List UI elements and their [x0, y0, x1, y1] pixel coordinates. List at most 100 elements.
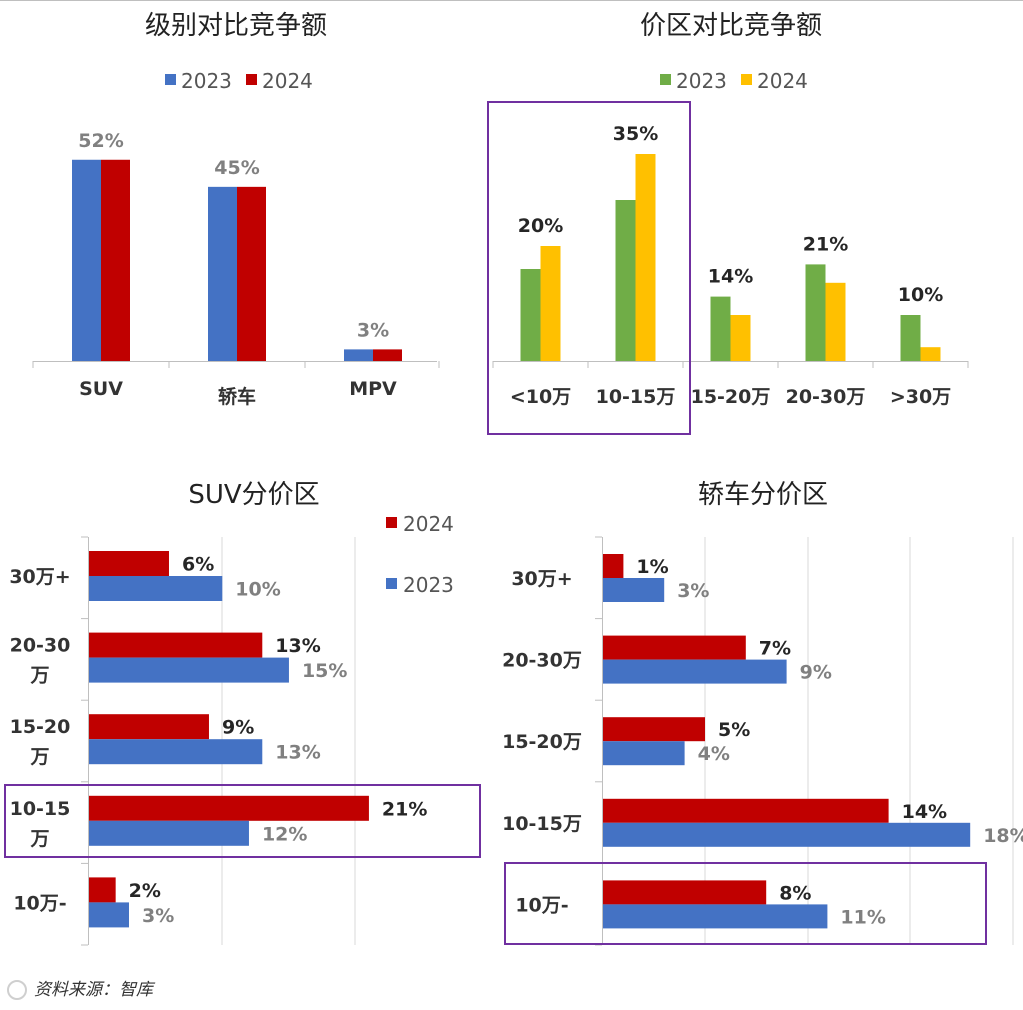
watermark-logo-icon	[7, 980, 27, 1000]
price-category-label: 10-15万	[596, 386, 676, 408]
suv-category-label: 20-30	[10, 635, 71, 657]
sedan-data-label: 1%	[636, 556, 668, 578]
price-chart-title: 价区对比竞争额	[640, 11, 822, 41]
suv-data-label: 2%	[129, 880, 161, 902]
sedan-category-label: 30万+	[511, 568, 572, 590]
sedan-data-label: 3%	[677, 580, 709, 602]
sedan-bar-2023	[603, 578, 665, 602]
price-plot: 20% <10万 35% 10-15万 14% 15-20万 21% 20-30万 10% >30…	[492, 123, 969, 408]
suv-legend-swatch-2023	[386, 578, 397, 589]
sedan-chart-title: 轿车分价区	[698, 480, 828, 510]
price-bar-2023	[615, 200, 636, 361]
price-category-label: >30万	[890, 386, 951, 408]
sedan-bar-2023	[603, 741, 685, 766]
price-data-label: 14%	[708, 266, 753, 288]
sedan-bar-2024	[603, 635, 746, 660]
price-bar-2024	[635, 154, 656, 361]
suv-category-label-line2: 万	[29, 746, 49, 768]
suv-category-label: 30万+	[9, 566, 70, 588]
price-legend-label-2024: 2024	[757, 69, 808, 93]
level-bar-2023	[208, 186, 237, 361]
price-data-label: 10%	[898, 284, 943, 306]
suv-data-label: 21%	[382, 798, 427, 820]
sedan-bar-2024	[603, 717, 705, 742]
suv-bar-2024	[89, 877, 116, 903]
level-legend-swatch-2024	[246, 74, 257, 85]
level-category-label: SUV	[79, 378, 123, 400]
level-data-label: 52%	[78, 130, 123, 152]
price-data-label: 21%	[803, 233, 848, 255]
suv-chart-title: SUV分价区	[188, 480, 319, 510]
suv-bar-2023	[89, 820, 249, 846]
level-legend-label-2024: 2024	[262, 69, 313, 93]
suv-bar-2023	[89, 739, 263, 765]
suv-data-label: 9%	[222, 717, 254, 739]
level-legend: 2023 2024	[165, 69, 313, 93]
price-category-label: 20-30万	[786, 386, 866, 408]
suv-legend-label-2024: 2024	[403, 512, 454, 536]
suv-plot: 6% 10% 30万+ 13% 15% 20-30 万 9% 13% 15-20 万 21% 12% 10…	[9, 536, 427, 946]
sedan-bar-2024	[603, 798, 889, 823]
suv-bar-2024	[89, 714, 209, 740]
sedan-bar-2024	[603, 880, 767, 905]
level-category-label: 轿车	[218, 385, 256, 408]
price-category-label: 15-20万	[691, 386, 771, 408]
sedan-category-label: 10万-	[515, 894, 568, 916]
suv-legend-label-2023: 2023	[403, 573, 454, 597]
suv-data-label: 10%	[235, 579, 280, 601]
price-bar-2024	[920, 347, 941, 361]
source-note-text: 资料来源：智库	[34, 980, 156, 1000]
suv-data-label: 15%	[302, 660, 347, 682]
sedan-bar-2023	[603, 659, 787, 684]
price-data-label: 20%	[518, 215, 563, 237]
suv-bar-2024	[89, 551, 169, 576]
level-bar-2023	[344, 349, 373, 361]
level-data-label: 45%	[214, 157, 259, 179]
sedan-data-label: 9%	[800, 662, 832, 684]
level-category-label: MPV	[349, 378, 397, 400]
suv-data-label: 12%	[262, 823, 307, 845]
price-legend-label-2023: 2023	[676, 69, 727, 93]
price-bar-2024	[730, 315, 751, 361]
suv-highlight-box	[4, 784, 481, 858]
suv-bar-2024	[89, 795, 369, 821]
price-category-label: <10万	[510, 386, 571, 408]
suv-category-label: 15-20	[10, 716, 71, 738]
suv-bar-2023	[89, 576, 223, 601]
sedan-data-label: 14%	[902, 801, 947, 823]
level-bar-2024	[373, 349, 402, 361]
suv-legend: 2024 2023	[386, 512, 454, 597]
level-plot: 52% SUV 45% 轿车 3% MPV	[32, 130, 440, 408]
price-bar-2024	[540, 246, 561, 361]
sedan-chart: 轿车分价区 1% 3% 30万+ 7% 9% 20-30万 5%4% 15-20万 14% 18%…	[502, 480, 1023, 946]
price-highlight-box	[487, 101, 691, 435]
level-chart-title: 级别对比竞争额	[145, 11, 327, 41]
level-legend-swatch-2023	[165, 74, 176, 85]
price-chart: 价区对比竞争额 2023 2024 20% <10万 35% 10-15万 14% 15-…	[487, 11, 969, 435]
price-bar-2023	[520, 269, 541, 361]
suv-data-label: 13%	[275, 635, 320, 657]
price-legend-swatch-2024	[741, 74, 752, 85]
suv-data-label: 13%	[275, 742, 320, 764]
level-bar-2023	[72, 159, 101, 361]
price-bar-2024	[825, 282, 846, 361]
suv-category-label: 10万-	[13, 892, 66, 914]
sedan-data-label: 8%	[779, 882, 811, 904]
suv-category-label-line2: 万	[29, 665, 49, 687]
sedan-category-label: 20-30万	[502, 650, 582, 672]
sedan-highlight-box	[504, 862, 987, 945]
sedan-plot: 1% 3% 30万+ 7% 9% 20-30万 5%4% 15-20万 14% 18% 10-15万…	[502, 536, 1023, 946]
level-bar-2024	[101, 159, 130, 361]
price-legend: 2023 2024	[660, 69, 808, 93]
sedan-data-label: 7%	[759, 638, 791, 660]
sedan-category-label: 10-15万	[502, 813, 582, 835]
suv-bar-2023	[89, 902, 129, 928]
suv-category-label-line2: 万	[29, 828, 49, 850]
price-bar-2023	[805, 264, 826, 361]
sedan-data-label: 11%	[840, 906, 885, 928]
sedan-bar-2023	[603, 904, 828, 929]
price-bar-2023	[900, 315, 921, 361]
sedan-bar-2023	[603, 822, 971, 847]
suv-data-label: 3%	[142, 905, 174, 927]
sedan-bar-2024	[603, 554, 624, 578]
